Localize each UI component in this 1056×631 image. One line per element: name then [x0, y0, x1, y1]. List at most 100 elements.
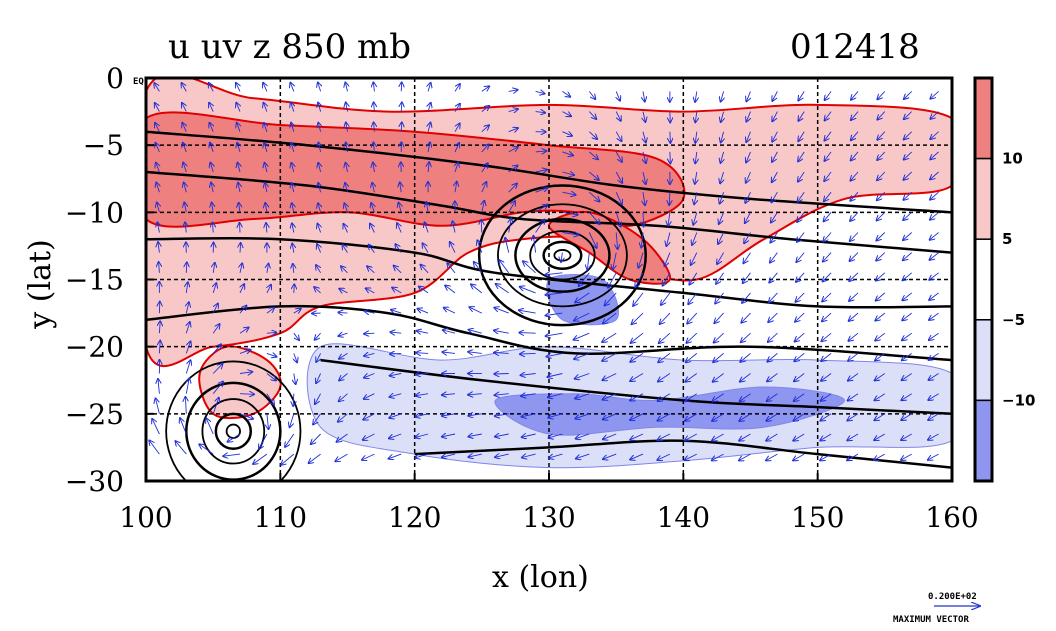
wind-vector-143 [772, 171, 778, 182]
wind-vector-78 [643, 131, 646, 143]
wind-vector-376 [574, 332, 590, 340]
wind-vector-94 [264, 143, 267, 153]
wind-vector-280 [421, 265, 429, 274]
wind-vector-447 [875, 373, 886, 381]
wind-vector-118 [904, 151, 913, 160]
wind-vector-88 [904, 131, 913, 140]
wind-vector-482 [212, 398, 219, 414]
wind-vector-233 [770, 232, 778, 243]
wind-vector-229 [666, 232, 670, 247]
wind-vector-446 [848, 373, 859, 381]
wind-vector-477 [875, 393, 886, 401]
wind-vector-262 [743, 252, 751, 264]
wind-vector-77 [615, 131, 621, 142]
wind-vector-189 [399, 203, 402, 213]
wind-vector-267 [876, 252, 886, 261]
wind-vector-541 [175, 441, 187, 455]
wind-vector-8 [373, 82, 374, 92]
wind-vector-93 [237, 143, 240, 153]
wind-vector-335 [293, 309, 301, 313]
wind-vector-414 [794, 353, 805, 361]
wind-vector-428 [364, 374, 375, 378]
wind-vector-218 [370, 224, 374, 233]
wind-vector-442 [740, 373, 751, 382]
wind-vector-65 [291, 123, 294, 132]
wind-vector-17 [616, 91, 620, 100]
cyclone-0-ring-1 [542, 240, 583, 271]
wind-vector-145 [824, 171, 832, 181]
wind-vector-243 [240, 243, 241, 253]
wind-vector-454 [266, 393, 274, 405]
wind-vector-299 [929, 272, 939, 280]
wind-vector-512 [206, 418, 214, 435]
wind-vector-371 [443, 330, 456, 333]
wind-vector-252 [477, 240, 483, 253]
wind-vector-25 [825, 91, 832, 100]
wind-vector-350 [687, 312, 698, 324]
wind-vector-317 [605, 292, 617, 306]
wind-vector-141 [720, 171, 724, 183]
x-axis-label: x (lon) [492, 560, 589, 595]
wind-vector-137 [615, 171, 622, 183]
wind-vector-534 [793, 433, 805, 441]
wind-vector-24 [798, 91, 805, 100]
eq-label: EQ [133, 77, 144, 87]
x-tick-label-100: 100 [119, 501, 172, 534]
chart-title: u uv z 850 mb [168, 27, 411, 67]
wind-vector-381 [714, 332, 724, 342]
wind-vector-95 [291, 143, 294, 153]
wind-vector-448 [902, 373, 912, 381]
wind-vector-260 [691, 252, 698, 265]
wind-vector-228 [641, 232, 643, 248]
wind-vector-112 [746, 151, 751, 163]
wind-vector-358 [902, 312, 912, 320]
wind-vector-395 [294, 353, 297, 362]
wind-vector-387 [875, 332, 886, 340]
wind-vector-27 [877, 91, 886, 99]
wind-vector-208 [903, 211, 913, 220]
wind-vector-327 [876, 292, 886, 301]
wind-vector-434 [521, 374, 536, 376]
wind-vector-46 [588, 111, 596, 119]
wind-vector-106 [589, 151, 598, 159]
wind-vector-120 [156, 163, 160, 173]
wind-vector-332 [212, 304, 218, 314]
z-contour-1 [146, 170, 952, 254]
wind-vector-539 [928, 433, 939, 440]
wind-vector-310 [419, 287, 429, 294]
wind-vector-554 [522, 454, 536, 457]
wind-vector-518 [363, 433, 375, 440]
wind-vector-540 [149, 441, 160, 455]
colorbar-label-1: 5 [1002, 230, 1012, 248]
y-tick-label-2: −10 [65, 196, 124, 229]
wind-vector-151 [184, 183, 187, 193]
wind-vector-220 [425, 222, 429, 233]
wind-vector-232 [744, 232, 751, 244]
wind-vector-222 [481, 220, 482, 233]
wind-vector-455 [293, 393, 294, 406]
colorbar-swatch-3 [974, 319, 993, 402]
wind-vector-417 [875, 353, 886, 360]
wind-vector-148 [904, 171, 913, 180]
wind-vector-364 [266, 332, 276, 333]
wind-vector-462 [468, 394, 482, 395]
wind-vector-316 [575, 292, 590, 303]
wind-vector-96 [318, 143, 320, 153]
wind-vector-558 [630, 453, 644, 460]
wind-vector-223 [509, 219, 512, 233]
wind-vector-256 [587, 252, 589, 270]
wind-vector-136 [589, 171, 599, 180]
wind-vector-507 [874, 413, 886, 421]
wind-vector-501 [712, 413, 724, 421]
wind-vector-layer [149, 82, 939, 465]
wind-vector-459 [390, 394, 402, 397]
wind-vector-437 [602, 373, 617, 381]
wind-vector-57 [877, 111, 886, 120]
wind-vector-234 [797, 232, 805, 242]
wind-vector-370 [417, 331, 429, 333]
x-tick-label-140: 140 [657, 501, 710, 534]
wind-vector-531 [712, 433, 724, 441]
wind-vector-503 [766, 413, 778, 421]
wind-vector-377 [602, 332, 617, 342]
wind-vector-322 [742, 292, 751, 303]
